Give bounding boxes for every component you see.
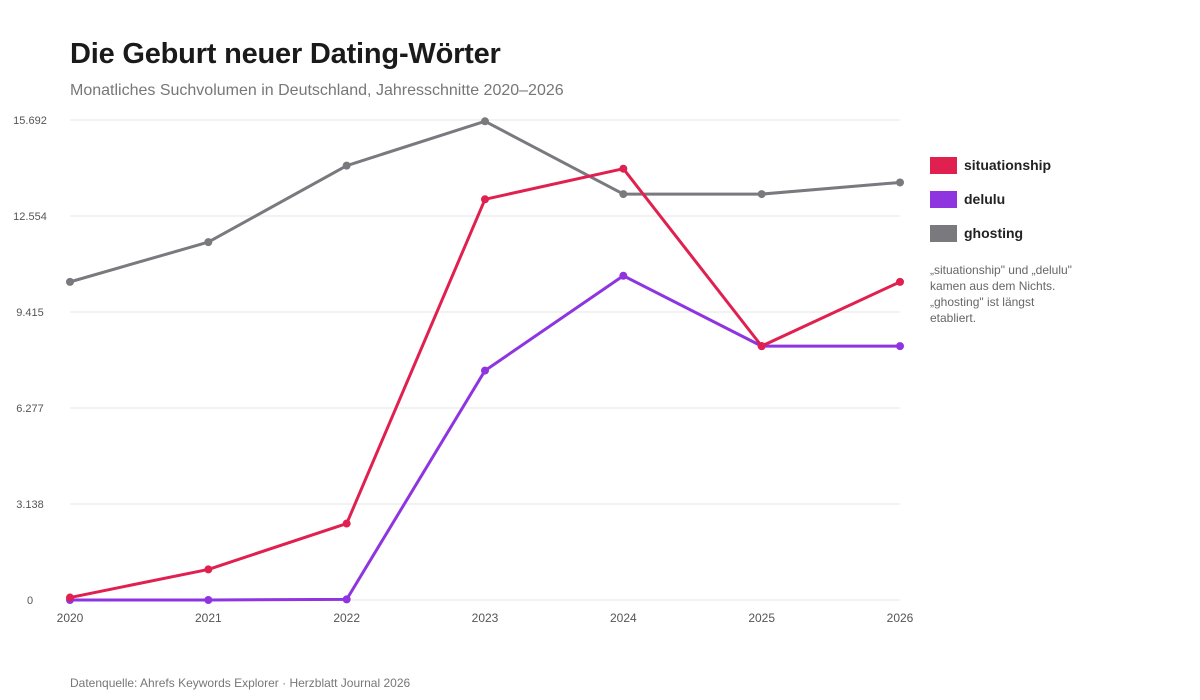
- legend-swatch: [930, 224, 957, 242]
- data-point-situationship: [896, 277, 904, 286]
- data-point-ghosting: [896, 178, 904, 187]
- y-tick-label: 3.138: [16, 499, 44, 511]
- x-tick-label: 2021: [195, 611, 222, 625]
- data-point-ghosting: [757, 190, 766, 199]
- legend-item-situationship: situationship: [930, 148, 1051, 182]
- x-tick-label: 2026: [887, 611, 914, 625]
- y-tick-label: 6.277: [16, 403, 44, 415]
- data-point-situationship: [619, 164, 628, 173]
- data-point-ghosting: [619, 190, 628, 199]
- x-tick-label: 2024: [610, 611, 637, 625]
- data-point-ghosting: [204, 238, 213, 247]
- data-point-ghosting: [481, 117, 489, 126]
- series-line-situationship: [68, 167, 902, 600]
- y-tick-label: 12.554: [13, 211, 47, 223]
- data-point-delulu: [481, 366, 489, 375]
- data-point-ghosting: [342, 161, 351, 170]
- legend-swatch: [930, 190, 957, 208]
- legend-label: delulu: [964, 191, 1006, 207]
- data-point-delulu: [204, 596, 213, 604]
- data-point-delulu: [896, 342, 904, 351]
- y-tick-label: 0: [27, 595, 33, 607]
- legend-swatch: [930, 156, 957, 174]
- data-point-ghosting: [66, 277, 74, 286]
- x-tick-label: 2020: [57, 611, 84, 625]
- data-point-situationship: [342, 519, 351, 528]
- series-line-delulu: [68, 274, 902, 602]
- data-point-situationship: [66, 593, 74, 602]
- data-point-situationship: [481, 195, 489, 204]
- chart-annotation: „situationship" und „delulu" kamen aus d…: [930, 263, 1072, 325]
- x-tick-label: 2023: [472, 611, 499, 625]
- legend-label: ghosting: [964, 225, 1024, 241]
- source-note: Datenquelle: Ahrefs Keywords Explorer · …: [70, 676, 411, 690]
- chart-subtitle: Monatliches Suchvolumen in Deutschland, …: [70, 82, 564, 99]
- data-point-situationship: [204, 565, 213, 574]
- x-tick-label: 2025: [748, 611, 775, 625]
- x-tick-label: 2022: [333, 611, 360, 625]
- legend-item-ghosting: ghosting: [930, 216, 1051, 250]
- data-point-situationship: [757, 342, 766, 351]
- chart-title: Die Geburt neuer Dating-Wörter: [70, 38, 501, 70]
- data-point-delulu: [342, 595, 351, 604]
- legend-item-delulu: delulu: [930, 182, 1051, 216]
- y-tick-label: 9.415: [16, 307, 44, 319]
- legend-label: situationship: [964, 157, 1052, 173]
- data-point-delulu: [619, 271, 628, 280]
- chart-legend: situationship delulu ghosting: [930, 148, 1051, 250]
- y-tick-label: 15.692: [13, 115, 47, 127]
